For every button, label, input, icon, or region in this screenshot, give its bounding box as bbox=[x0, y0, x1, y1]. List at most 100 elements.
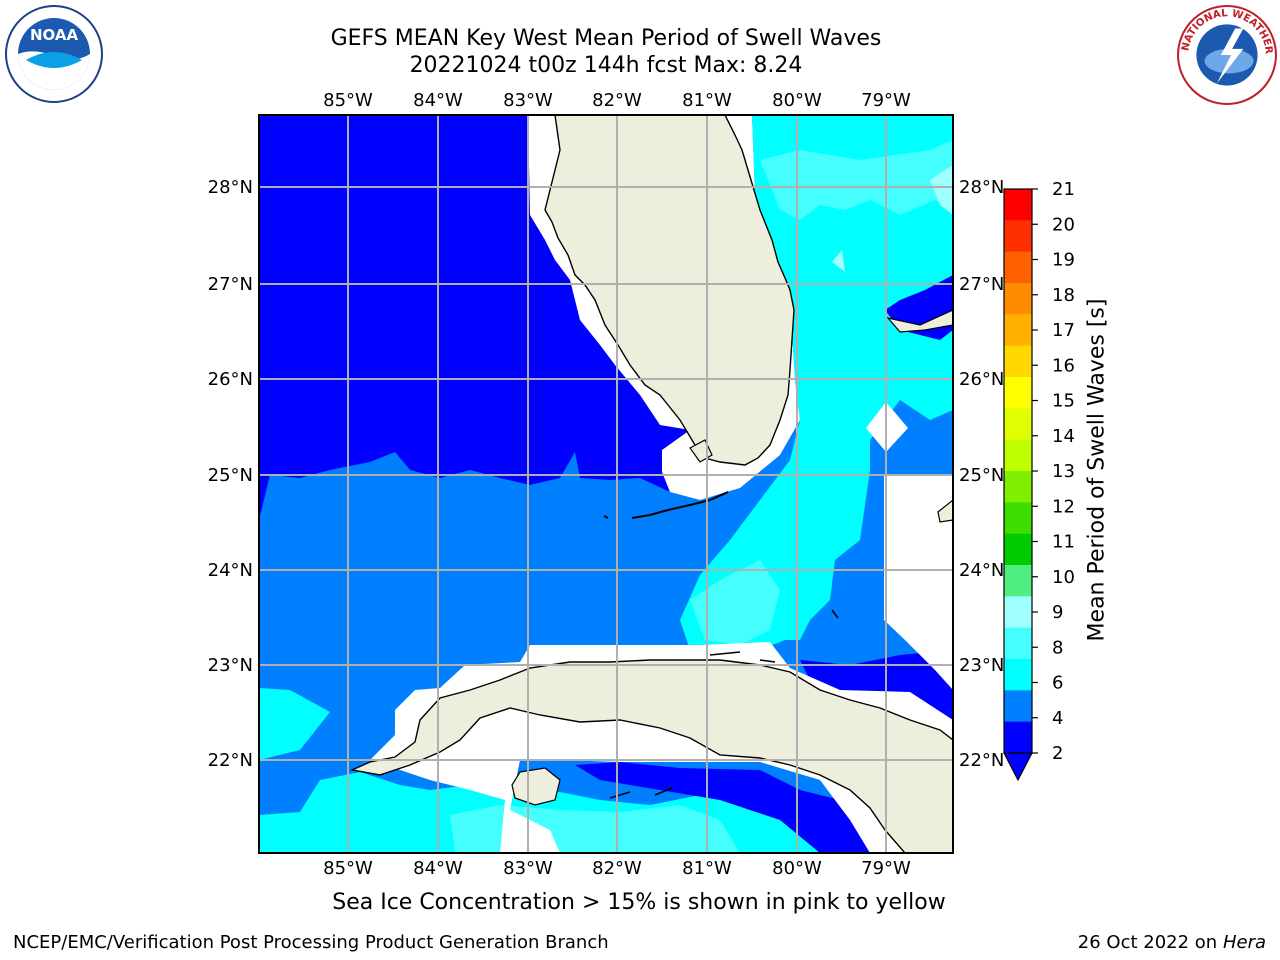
lat-label-right: 27°N bbox=[959, 274, 1004, 295]
map-frame bbox=[258, 114, 954, 854]
colorbar-tick-label: 17 bbox=[1052, 320, 1075, 341]
florida-keys bbox=[631, 491, 729, 519]
cuba-cays bbox=[609, 651, 776, 799]
band-8-9-south bbox=[450, 805, 740, 853]
lon-label-bottom: 80°W bbox=[772, 858, 822, 879]
colorbar-segment bbox=[1004, 251, 1032, 284]
footer-date-text: 26 Oct 2022 on bbox=[1077, 932, 1218, 953]
colorbar-tick-label: 13 bbox=[1052, 461, 1075, 482]
nodata-bahamas bbox=[884, 476, 953, 690]
lon-label-bottom: 81°W bbox=[682, 858, 732, 879]
land-florida bbox=[544, 115, 795, 466]
lat-label-left: 27°N bbox=[208, 274, 253, 295]
colorbar-segment bbox=[1004, 502, 1032, 535]
lon-label-bottom: 82°W bbox=[592, 858, 642, 879]
chart-subtitle: 20221024 t00z 144h fcst Max: 8.24 bbox=[409, 53, 803, 78]
colorbar-segment bbox=[1004, 189, 1032, 221]
lon-label-top: 79°W bbox=[861, 90, 911, 111]
colorbar-tick-label: 9 bbox=[1052, 602, 1063, 623]
land-cuba bbox=[349, 659, 953, 853]
colorbar-title: Mean Period of Swell Waves [s] bbox=[1084, 298, 1110, 642]
colorbar-segment bbox=[1004, 471, 1032, 503]
lat-label-left: 28°N bbox=[208, 177, 253, 198]
land-bahamas-east bbox=[937, 499, 953, 523]
graticule bbox=[259, 115, 953, 853]
colorbar-tick-label: 15 bbox=[1052, 391, 1075, 412]
noaa-logo: NOAA bbox=[5, 5, 103, 103]
colorbar-tick-label: 8 bbox=[1052, 637, 1063, 658]
lat-label-right: 28°N bbox=[959, 177, 1004, 198]
chart-title: GEFS MEAN Key West Mean Period of Swell … bbox=[330, 26, 882, 51]
colorbar-tick-label: 12 bbox=[1052, 496, 1075, 517]
lon-label-top: 81°W bbox=[682, 90, 732, 111]
land-isla-de-la-juventud bbox=[511, 767, 561, 806]
lon-label-top: 85°W bbox=[323, 90, 373, 111]
colorbar-tick-label: 4 bbox=[1052, 708, 1063, 729]
lat-label-left: 26°N bbox=[208, 369, 253, 390]
colorbar-segment bbox=[1004, 408, 1032, 441]
footer-machine: Hera bbox=[1222, 932, 1266, 953]
colorbar-segment bbox=[1004, 220, 1032, 253]
lat-label-right: 26°N bbox=[959, 369, 1004, 390]
nws-logo: NATIONAL WEATHER SERVICE bbox=[1176, 4, 1277, 105]
lon-label-top: 80°W bbox=[772, 90, 822, 111]
band-8-9-east bbox=[760, 140, 953, 220]
cay-sal bbox=[831, 609, 839, 619]
colorbar-segment bbox=[1004, 659, 1032, 691]
lon-label-top: 84°W bbox=[413, 90, 463, 111]
lat-label-left: 22°N bbox=[208, 750, 253, 771]
lat-label-left: 24°N bbox=[208, 560, 253, 581]
colorbar-tick-label: 2 bbox=[1052, 743, 1063, 764]
colorbar-segment bbox=[1004, 377, 1032, 409]
lat-label-right: 25°N bbox=[959, 465, 1004, 486]
colorbar-segment bbox=[1004, 690, 1032, 723]
lat-label-right: 24°N bbox=[959, 560, 1004, 581]
colorbar-segment bbox=[1004, 439, 1032, 472]
lat-label-right: 23°N bbox=[959, 655, 1004, 676]
lat-label-left: 23°N bbox=[208, 655, 253, 676]
lon-label-top: 82°W bbox=[592, 90, 642, 111]
colorbar-segment bbox=[1004, 721, 1032, 754]
colorbar-ticks: 21 20 19 18 17 16 15 14 13 12 11 10 9 8 6 4 2 bbox=[1032, 179, 1075, 764]
band-8-9-keys bbox=[690, 560, 780, 645]
colorbar-segment bbox=[1004, 565, 1032, 597]
colorbar-segment bbox=[1004, 283, 1032, 315]
key-west-island bbox=[603, 515, 609, 519]
sea-ice-note: Sea Ice Concentration > 15% is shown in … bbox=[332, 890, 946, 915]
colorbar-segment bbox=[1004, 314, 1032, 347]
colorbar-tick-label: 19 bbox=[1052, 250, 1075, 271]
colorbar-tick-label: 20 bbox=[1052, 214, 1075, 235]
colorbar-tick-label: 10 bbox=[1052, 567, 1075, 588]
lon-label-bottom: 84°W bbox=[413, 858, 463, 879]
lon-label-top: 83°W bbox=[503, 90, 553, 111]
colorbar-segment bbox=[1004, 533, 1032, 566]
colorbar-tick-label: 18 bbox=[1052, 285, 1075, 306]
footer-credit: NCEP/EMC/Verification Post Processing Pr… bbox=[13, 932, 609, 953]
noaa-logo-text: NOAA bbox=[30, 26, 79, 44]
lat-label-right: 22°N bbox=[959, 750, 1004, 771]
colorbar-tick-label: 16 bbox=[1052, 355, 1075, 376]
lon-label-bottom: 79°W bbox=[861, 858, 911, 879]
colorbar: 21 20 19 18 17 16 15 14 13 12 11 10 9 8 6 4 2 bbox=[1003, 179, 1075, 782]
lon-labels-bottom: 85°W 84°W 83°W 82°W 81°W 80°W 79°W bbox=[323, 858, 911, 879]
colorbar-segments bbox=[1004, 189, 1032, 754]
lat-label-left: 25°N bbox=[208, 465, 253, 486]
colorbar-tick-label: 11 bbox=[1052, 532, 1075, 553]
colorbar-segment bbox=[1004, 596, 1032, 629]
band-6-8-sw bbox=[259, 688, 330, 760]
lon-label-bottom: 83°W bbox=[503, 858, 553, 879]
map-area bbox=[259, 115, 953, 853]
colorbar-tick-label: 21 bbox=[1052, 179, 1075, 200]
land-grand-bahama bbox=[886, 309, 953, 333]
footer-date: 26 Oct 2022 on Hera bbox=[1078, 932, 1266, 953]
band-6-8 bbox=[680, 115, 953, 660]
lat-labels-left: 28°N 27°N 26°N 25°N 24°N 23°N 22°N bbox=[208, 177, 253, 771]
colorbar-tick-label: 14 bbox=[1052, 426, 1075, 447]
colorbar-segment bbox=[1004, 627, 1032, 660]
colorbar-extend-arrow bbox=[1003, 752, 1033, 782]
band-9-10-spot bbox=[930, 165, 953, 215]
band-9-10-spot-2 bbox=[832, 250, 845, 272]
colorbar-tick-label: 6 bbox=[1052, 673, 1063, 694]
lat-labels-right: 28°N 27°N 26°N 25°N 24°N 23°N 22°N bbox=[959, 177, 1004, 771]
